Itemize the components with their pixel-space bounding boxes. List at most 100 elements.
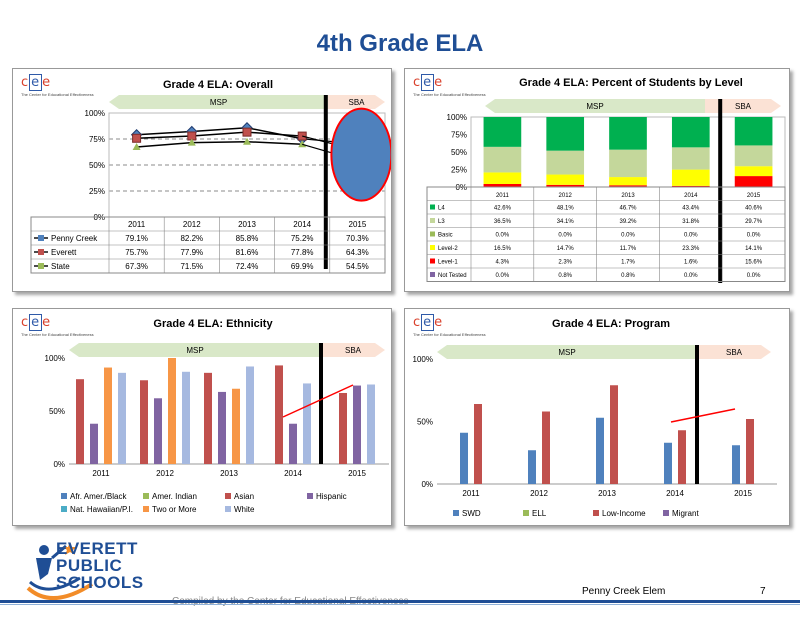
data-label: 1.6% [684,260,698,266]
data-label: 0.8% [558,273,572,279]
bar [303,383,311,464]
y-tick-label: 50% [89,161,105,170]
bar [218,391,226,464]
data-label: 0.0% [496,273,510,279]
legend-label: Afr. Amer./Black [70,492,127,501]
y-tick-label: 0% [421,480,433,489]
bar [246,366,254,464]
legend-label: Penny Creek [51,234,98,243]
data-label: 15.6% [745,260,763,266]
x-tick-label: 2014 [684,193,698,199]
page-number: 7 [760,586,766,597]
program-bar-chart: MSP SBA 100% 50% 0% 2011 2012 2013 2014 2015 SWD EL… [413,345,777,518]
legend-label: Amer. Indian [152,492,197,501]
legend-label: Low-Income [602,509,646,518]
legend-label: L4 [438,206,445,212]
legend-label: Asian [234,492,254,501]
legend-label: White [234,505,255,514]
y-tick-label: 50% [451,148,467,157]
bar [76,379,84,464]
y-tick-label: 100% [447,113,467,122]
bar [118,372,126,464]
legend-label: SWD [462,509,481,518]
y-tick-label: 50% [417,418,433,427]
legend-label: Level-2 [438,246,458,252]
data-label: 34.1% [557,219,575,225]
y-tick-label: 75% [451,131,467,140]
data-label: 72.4% [236,262,259,271]
x-tick-label: 2015 [747,193,761,199]
bar [542,411,550,484]
data-label: 70.3% [346,234,369,243]
legend-swatch [593,510,599,516]
bar-segment [734,117,773,146]
legend-label: Two or More [152,505,197,514]
legend-swatch [430,272,435,277]
bar [232,388,240,464]
data-label: 29.7% [745,219,763,225]
data-label: 11.7% [620,246,637,252]
data-label: 77.8% [291,248,314,257]
msp-label: MSP [210,98,227,107]
bar-segment [734,145,773,167]
footer-rule-accent [0,604,800,605]
bar-segment [546,150,585,175]
msp-arrow [69,343,321,357]
sba-arrow [321,343,385,357]
legend-swatch [430,218,435,223]
ethnicity-bar-chart: MSP SBA 100% 50% 0% 2011 2012 2013 2014 2015 Afr. … [45,343,389,514]
sba-arrow [328,95,385,109]
data-label: 77.9% [180,248,203,257]
trend-line [282,384,354,418]
data-table [426,186,786,282]
data-label: 0.0% [684,233,698,239]
bar-segment [734,176,773,187]
msp-label: MSP [558,348,575,357]
x-tick-label: 2011 [462,489,480,498]
data-label: 0.0% [747,233,761,239]
bar-segment [609,117,647,150]
bar [140,380,148,464]
school-name: Penny Creek Elem [582,586,666,597]
chart-title: Grade 4 ELA: Ethnicity [153,318,273,330]
data-label: 23.3% [682,246,700,252]
series-line [136,131,303,140]
data-label: 82.2% [180,234,203,243]
data-label: 85.8% [236,234,259,243]
legend-swatch [430,231,435,237]
legend-label: Nat. Hawaiian/P.I. [70,505,133,514]
x-tick-label: 2012 [559,193,573,199]
sba-arrow [697,345,771,359]
legend-label: Hispanic [316,492,347,501]
data-point [132,133,142,143]
y-tick-label: 25% [451,166,467,175]
everett-logo-icon [26,542,94,600]
data-label: 54.5% [346,262,369,271]
bar-segment [546,117,585,151]
data-point [298,140,307,148]
x-tick-label: 2011 [92,469,110,478]
legend-label: Basic [438,233,453,239]
legend-swatch [143,506,149,512]
legend-swatch [225,506,231,512]
bar [732,445,740,484]
x-tick-label: 2015 [349,220,367,229]
bar [746,419,754,484]
data-point [132,143,141,151]
data-label: 39.2% [619,219,637,225]
y-tick-label: 100% [413,355,433,364]
bar [104,367,112,464]
legend-swatch [430,258,435,264]
x-tick-label: 2013 [238,220,256,229]
data-label: 69.9% [291,262,314,271]
bar [664,442,672,484]
data-label: 14.1% [745,246,763,252]
legend-label: State [51,262,70,271]
bar-segment [671,147,710,170]
bar-segment [483,172,522,184]
bar [182,371,190,464]
